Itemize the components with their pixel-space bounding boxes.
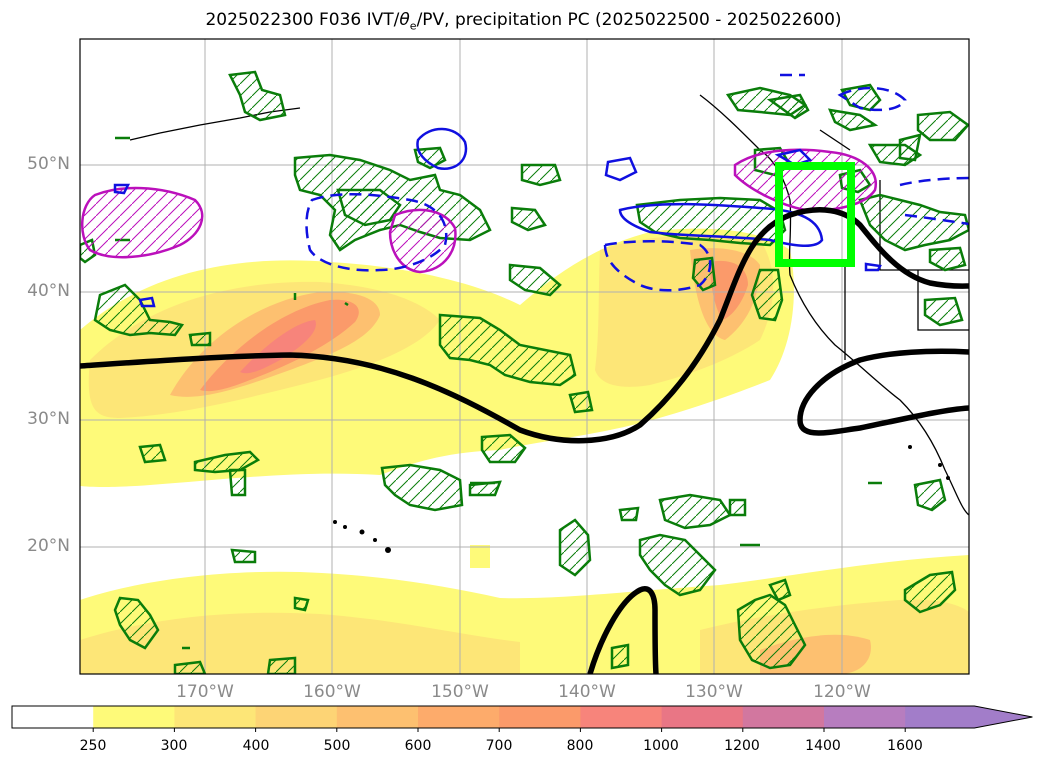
lon-label-140w: 140°W [558, 682, 616, 702]
colorbar-tick-label: 400 [242, 738, 270, 754]
colorbar-segment [418, 706, 500, 728]
colorbar-tick-label: 300 [160, 738, 188, 754]
colorbar-segment [499, 706, 581, 728]
colorbar-tick-label: 700 [485, 738, 513, 754]
colorbar-extend-arrow [905, 706, 1033, 728]
lat-label-30: 30°N [27, 409, 70, 429]
lat-label-50: 50°N [27, 154, 70, 174]
lon-label-120w: 120°W [813, 682, 871, 702]
colorbar-segment [93, 706, 175, 728]
colorbar [11, 705, 1033, 732]
colorbar-tick-label: 1000 [643, 738, 679, 754]
pv-blue-contours [113, 127, 882, 308]
colorbar-segment [174, 706, 257, 728]
lon-label-170w: 170°W [176, 682, 234, 702]
colorbar-tick-label: 1400 [805, 738, 841, 754]
colorbar-segment [824, 706, 906, 728]
colorbar-tick-label: 1600 [887, 738, 923, 754]
colorbar-segment [580, 706, 663, 728]
lon-label-150w: 150°W [431, 682, 489, 702]
colorbar-tick-label: 800 [566, 738, 594, 754]
region-box [775, 162, 855, 267]
lat-label-40: 40°N [27, 281, 70, 301]
pv-lines [80, 207, 969, 674]
lon-label-160w: 160°W [303, 682, 361, 702]
colorbar-tick-label: 500 [323, 738, 351, 754]
islands [333, 445, 950, 553]
ivt-1000-west [240, 320, 316, 374]
colorbar-tick-label: 1200 [724, 738, 760, 754]
precip-small-marks [115, 136, 882, 650]
colorbar-segment [742, 706, 825, 728]
colorbar-segment [255, 706, 338, 728]
lat-label-20: 20°N [27, 536, 70, 556]
colorbar-segment [661, 706, 744, 728]
pv-blue-dashed [305, 73, 969, 292]
colorbar-segment [12, 706, 94, 728]
ivt-250-patch [470, 545, 490, 568]
colorbar-segment [336, 706, 419, 728]
map-title: 2025022300 F036 IVT/θe/PV, precipitation… [205, 10, 842, 33]
colorbar-tick-label: 600 [404, 738, 432, 754]
ivt-300-south-west [80, 612, 520, 674]
colorbar-tick-label: 250 [79, 738, 107, 754]
map-frame [79, 38, 970, 675]
colorbar-outline [11, 705, 1033, 729]
lon-label-130w: 130°W [685, 682, 743, 702]
theta-e-contours [80, 148, 878, 274]
